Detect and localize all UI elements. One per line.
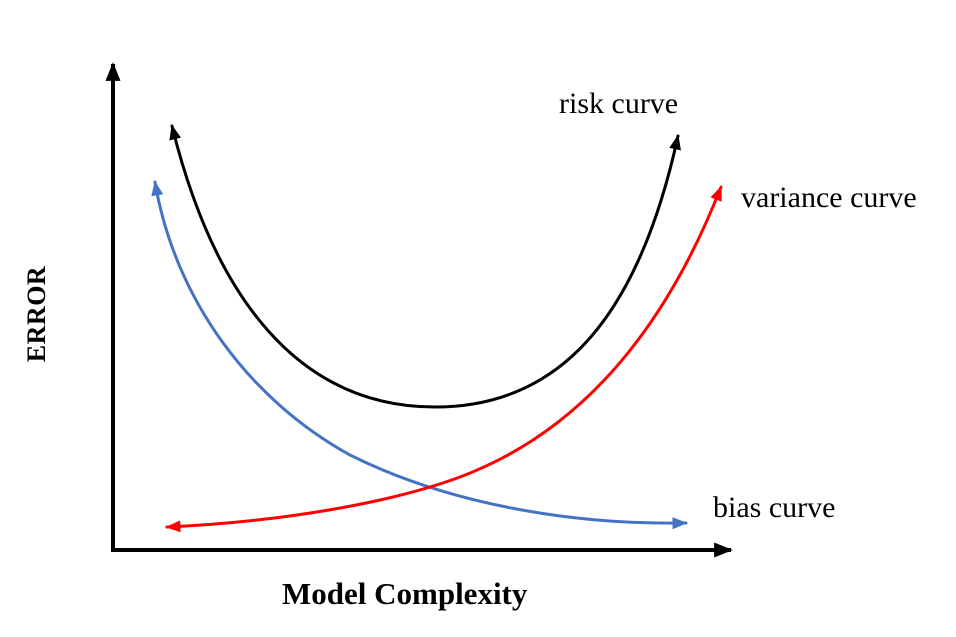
risk-curve-label: risk curve	[559, 87, 679, 120]
risk-curve-line	[169, 124, 681, 409]
x-axis-label: Model Complexity	[282, 576, 528, 611]
bias-curve-line	[151, 180, 688, 530]
y-axis-label: ERROR	[22, 265, 51, 363]
variance-curve-label: variance curve	[741, 181, 917, 214]
bias-curve-label: bias curve	[713, 491, 836, 524]
variance-curve-line	[165, 185, 723, 533]
